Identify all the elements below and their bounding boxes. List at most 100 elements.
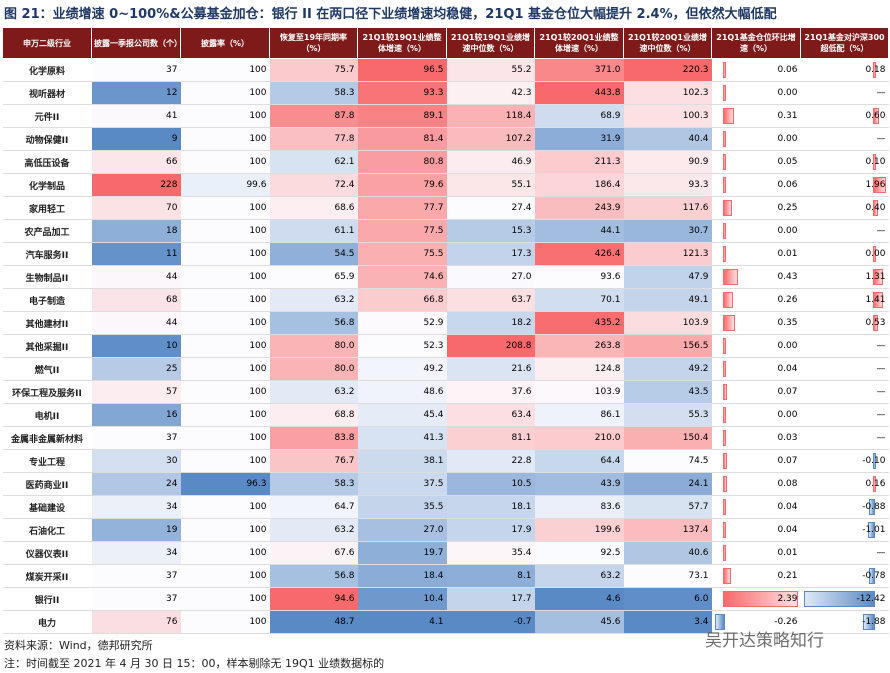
row-label: 基础建设 bbox=[2, 495, 92, 519]
data-bar bbox=[722, 476, 727, 492]
cell-value: 27.0 bbox=[511, 272, 532, 282]
cell-value: 52.3 bbox=[423, 341, 444, 351]
cell-value: 63.4 bbox=[511, 410, 532, 420]
cell-value: 68 bbox=[166, 295, 178, 305]
cell: 100 bbox=[180, 426, 270, 450]
cell-value: 44.1 bbox=[600, 226, 621, 236]
cell-value: 435.2 bbox=[594, 318, 621, 328]
cell: 107.2 bbox=[446, 127, 535, 151]
cell-value: 100 bbox=[249, 525, 267, 535]
data-bar bbox=[722, 430, 726, 446]
cell-value: 49.2 bbox=[688, 364, 709, 374]
cell: 68 bbox=[91, 288, 181, 312]
cell: 100 bbox=[180, 104, 270, 128]
cell-value: 0.10 bbox=[865, 157, 886, 167]
table-row: 元件II 41 100 87.8 89.1 118.4 68.9 100.3 0.31 0.60 bbox=[2, 104, 889, 128]
data-bar bbox=[722, 453, 727, 469]
cell: 87.8 bbox=[269, 104, 358, 128]
cell-value: 66.8 bbox=[423, 295, 444, 305]
cell: 56.8 bbox=[269, 564, 358, 588]
cell: 45.4 bbox=[357, 403, 447, 427]
cell-value: 100 bbox=[249, 249, 267, 259]
cell-value: 100 bbox=[249, 341, 267, 351]
cell-value: 10.4 bbox=[423, 594, 444, 604]
cell: 79.6 bbox=[357, 173, 447, 197]
cell-value: 117.6 bbox=[682, 203, 709, 213]
cell-value: 6.0 bbox=[694, 594, 709, 604]
cell-value: 66 bbox=[166, 157, 178, 167]
cell: 0.60 bbox=[800, 104, 889, 128]
cell: 52.9 bbox=[357, 311, 447, 335]
cell-value: 55.2 bbox=[511, 65, 532, 75]
data-bar bbox=[722, 315, 736, 331]
cell-value: 137.4 bbox=[682, 525, 709, 535]
cell: 25 bbox=[91, 357, 181, 381]
data-bar bbox=[722, 407, 726, 423]
cell: 80.8 bbox=[357, 150, 447, 174]
cell-value: 100 bbox=[249, 295, 267, 305]
cell-value: 56.8 bbox=[334, 571, 355, 581]
source: 资料来源：Wind，德邦研究所 bbox=[4, 639, 153, 652]
cell: — bbox=[800, 81, 889, 105]
cell: 371.0 bbox=[534, 58, 624, 82]
cell: 117.6 bbox=[623, 196, 712, 220]
cell-value: 94.6 bbox=[334, 594, 355, 604]
cell-value: 4.6 bbox=[606, 594, 621, 604]
cell: 77.8 bbox=[269, 127, 358, 151]
cell: 75.5 bbox=[357, 242, 447, 266]
cell: 76.7 bbox=[269, 449, 358, 473]
cell: 49.2 bbox=[623, 357, 712, 381]
cell-value: 100 bbox=[249, 157, 267, 167]
cell: 63.7 bbox=[446, 288, 535, 312]
cell: 70.1 bbox=[534, 288, 624, 312]
cell: 10.4 bbox=[357, 587, 447, 611]
cell-value: 10.5 bbox=[511, 479, 532, 489]
cell-value: 77.5 bbox=[423, 226, 444, 236]
cell-value: 18.1 bbox=[511, 502, 532, 512]
cell: 16 bbox=[91, 403, 181, 427]
cell: 58.3 bbox=[269, 81, 358, 105]
cell: 12 bbox=[91, 81, 181, 105]
cell-value: 43.9 bbox=[600, 479, 621, 489]
cell-value: 0.04 bbox=[777, 364, 798, 374]
watermark: 吴开达策略知行 bbox=[705, 631, 824, 651]
cell-value: 10 bbox=[166, 341, 178, 351]
cell: 118.4 bbox=[446, 104, 535, 128]
row-label: 仪器仪表II bbox=[2, 541, 92, 565]
cell-value: 63.2 bbox=[600, 571, 621, 581]
cell-value: 0.00 bbox=[777, 226, 798, 236]
cell-value: 93.6 bbox=[600, 272, 621, 282]
column-header: 披露一季报公司数（个） bbox=[91, 27, 182, 59]
row-label: 高低压设备 bbox=[2, 150, 92, 174]
data-table: 申万二级行业 披露一季报公司数（个） 披露率（%） 恢复至19年同期率（%） 21Q1较… bbox=[2, 27, 889, 634]
cell-value: 55.3 bbox=[688, 410, 709, 420]
cell-value: 16 bbox=[166, 410, 178, 420]
cell-value: 0.06 bbox=[777, 180, 798, 190]
cell: 0.00 bbox=[711, 127, 801, 151]
cell: -12.42 bbox=[800, 587, 889, 611]
cell: 103.9 bbox=[534, 380, 624, 404]
row-label: 电力 bbox=[2, 610, 92, 634]
row-label: 元件II bbox=[2, 104, 92, 128]
cell-value: 443.8 bbox=[594, 88, 621, 98]
data-bar bbox=[868, 499, 876, 515]
cell: 49.1 bbox=[623, 288, 712, 312]
cell-value: 18.2 bbox=[511, 318, 532, 328]
data-bar bbox=[869, 568, 876, 584]
cell-value: 90.9 bbox=[688, 157, 709, 167]
data-bar bbox=[722, 522, 726, 538]
data-bar bbox=[722, 361, 726, 377]
cell-value: 1.96 bbox=[865, 180, 886, 190]
cell: -0.10 bbox=[800, 449, 889, 473]
cell-value: 49.2 bbox=[423, 364, 444, 374]
cell: 74.6 bbox=[357, 265, 447, 289]
cell-value: 2.39 bbox=[777, 594, 798, 604]
cell: -0.7 bbox=[446, 610, 535, 634]
cell-value: 30.7 bbox=[688, 226, 709, 236]
cell: 94.6 bbox=[269, 587, 358, 611]
cell-value: 77.8 bbox=[334, 134, 355, 144]
cell: 3.4 bbox=[623, 610, 712, 634]
table-row: 石油化工 19 100 63.2 27.0 17.9 199.6 137.4 0.04 -1.01 bbox=[2, 518, 889, 542]
cell-value: 100 bbox=[249, 456, 267, 466]
